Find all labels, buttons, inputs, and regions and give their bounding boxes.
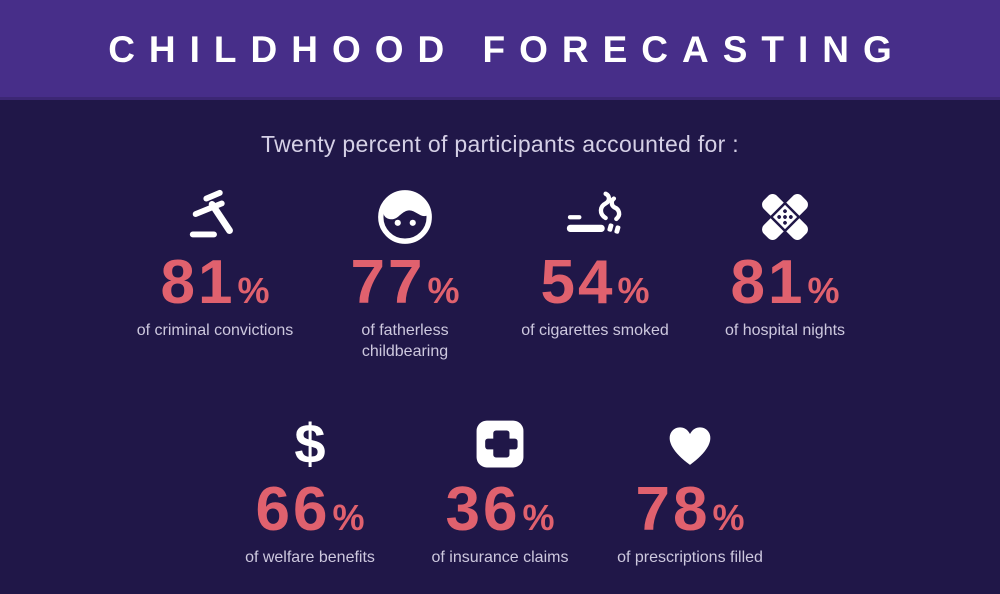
stat-criminal-convictions: 81 % of criminal convictions [120, 184, 310, 342]
stat-prescriptions-filled: 78 % of prescriptions filled [595, 411, 785, 569]
stat-value-line: 36 % [445, 474, 555, 544]
stat-label: of prescriptions filled [617, 548, 763, 566]
stat-label: of welfare benefits [245, 548, 375, 566]
stat-value-line: 54 % [541, 252, 650, 314]
stat-label: of hospital nights [724, 322, 846, 339]
dollar-glyph: $ [294, 411, 326, 475]
baby-face-icon [365, 184, 445, 250]
stat-value-line: 81 % [161, 252, 270, 314]
dollar-icon: $ [270, 411, 350, 477]
stat-value-line: 78 % [635, 474, 745, 544]
stat-welfare-benefits: $ 66 % of welfare benefits [215, 411, 405, 569]
bandage-icon [745, 184, 825, 250]
stat-unit: % [237, 270, 270, 311]
stat-value-line: 81 % [731, 252, 840, 314]
stat-unit: % [522, 496, 555, 538]
stat-value: 36 [445, 474, 521, 544]
stat-label: of criminal convictions [136, 322, 294, 339]
page-title: CHILDHOOD FORECASTING [108, 29, 906, 70]
header-banner: CHILDHOOD FORECASTING [0, 0, 1000, 100]
stat-label: of cigarettes smoked [521, 322, 669, 339]
stat-value-line: 66 % [255, 474, 365, 544]
cigarette-icon [555, 184, 635, 250]
stat-hospital-nights: 81 % of hospital nights [690, 184, 880, 342]
gavel-icon [175, 184, 255, 250]
stat-value: 77 [350, 248, 426, 317]
stats-row-top: 81 % of criminal convictions 77 % of fat… [0, 184, 1000, 363]
stat-label: of insurance claims [431, 548, 569, 566]
medical-cross-icon [460, 411, 540, 477]
stat-value: 81 [160, 248, 236, 317]
stat-unit: % [712, 496, 745, 538]
stat-value: 66 [255, 474, 331, 544]
heart-icon [650, 411, 730, 477]
stat-unit: % [617, 270, 650, 311]
stat-cigarettes-smoked: 54 % of cigarettes smoked [500, 184, 690, 342]
stat-value: 81 [730, 248, 806, 317]
stat-label: of fatherless childbearing [361, 322, 449, 360]
stat-unit: % [427, 270, 460, 311]
subtitle-text: Twenty percent of participants accounted… [261, 131, 739, 157]
stat-insurance-claims: 36 % of insurance claims [405, 411, 595, 569]
stat-value: 78 [635, 474, 711, 544]
stat-value: 54 [540, 248, 616, 317]
stat-unit: % [807, 270, 840, 311]
stats-row-bottom: $ 66 % of welfare benefits 36 % of insur… [0, 411, 1000, 569]
stat-unit: % [332, 496, 365, 538]
stat-fatherless-childbearing: 77 % of fatherless childbearing [310, 184, 500, 363]
stat-value-line: 77 % [351, 252, 460, 314]
